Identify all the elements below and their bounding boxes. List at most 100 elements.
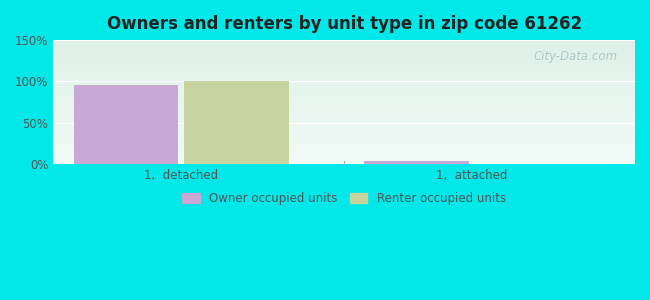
- Bar: [53, 69, 635, 70]
- Title: Owners and renters by unit type in zip code 61262: Owners and renters by unit type in zip c…: [107, 15, 582, 33]
- Bar: [53, 147, 635, 148]
- Bar: [53, 72, 635, 73]
- Bar: [53, 92, 635, 93]
- Bar: [53, 80, 635, 81]
- Bar: [53, 163, 635, 164]
- Bar: [53, 138, 635, 139]
- Bar: [53, 132, 635, 133]
- Bar: [53, 52, 635, 53]
- Bar: [53, 120, 635, 121]
- Bar: [53, 149, 635, 150]
- Bar: [184, 81, 289, 164]
- Bar: [53, 44, 635, 45]
- Bar: [53, 116, 635, 117]
- Bar: [53, 51, 635, 52]
- Bar: [53, 70, 635, 71]
- Bar: [53, 111, 635, 112]
- Bar: [53, 91, 635, 92]
- Bar: [53, 157, 635, 158]
- Bar: [53, 47, 635, 48]
- Bar: [73, 85, 178, 164]
- Bar: [53, 146, 635, 147]
- Bar: [53, 48, 635, 49]
- Bar: [53, 131, 635, 132]
- Bar: [53, 112, 635, 113]
- Bar: [53, 118, 635, 119]
- Bar: [53, 129, 635, 130]
- Bar: [53, 89, 635, 90]
- Bar: [53, 82, 635, 83]
- Bar: [53, 113, 635, 114]
- Bar: [53, 85, 635, 86]
- Bar: [53, 118, 635, 119]
- Bar: [53, 148, 635, 149]
- Bar: [53, 105, 635, 106]
- Bar: [53, 81, 635, 82]
- Bar: [53, 124, 635, 125]
- Legend: Owner occupied units, Renter occupied units: Owner occupied units, Renter occupied un…: [177, 188, 511, 210]
- Bar: [53, 106, 635, 107]
- Bar: [53, 134, 635, 135]
- Bar: [53, 159, 635, 160]
- Bar: [53, 73, 635, 74]
- Bar: [53, 160, 635, 161]
- Bar: [53, 84, 635, 85]
- Bar: [53, 142, 635, 143]
- Bar: [53, 68, 635, 69]
- Bar: [53, 114, 635, 115]
- Bar: [53, 141, 635, 142]
- Bar: [53, 110, 635, 111]
- Bar: [53, 67, 635, 68]
- Bar: [53, 102, 635, 103]
- Bar: [53, 121, 635, 122]
- Bar: [53, 86, 635, 87]
- Bar: [53, 153, 635, 154]
- Bar: [53, 98, 635, 99]
- Bar: [53, 60, 635, 61]
- Bar: [53, 41, 635, 42]
- Bar: [53, 49, 635, 50]
- Bar: [53, 119, 635, 120]
- Bar: [53, 93, 635, 94]
- Bar: [53, 100, 635, 101]
- Bar: [53, 65, 635, 66]
- Bar: [53, 151, 635, 152]
- Bar: [53, 135, 635, 136]
- Bar: [53, 54, 635, 55]
- Bar: [53, 79, 635, 80]
- Bar: [53, 128, 635, 129]
- Bar: [53, 46, 635, 47]
- Bar: [53, 59, 635, 60]
- Bar: [53, 94, 635, 95]
- Bar: [53, 126, 635, 127]
- Bar: [53, 88, 635, 89]
- Bar: [53, 115, 635, 116]
- Bar: [53, 125, 635, 126]
- Bar: [53, 64, 635, 65]
- Bar: [53, 76, 635, 77]
- Bar: [53, 96, 635, 97]
- Bar: [53, 95, 635, 96]
- Bar: [53, 158, 635, 159]
- Bar: [53, 139, 635, 140]
- Bar: [53, 66, 635, 67]
- Bar: [53, 137, 635, 138]
- Bar: [53, 150, 635, 151]
- Bar: [53, 108, 635, 109]
- Bar: [53, 133, 635, 134]
- Bar: [53, 74, 635, 75]
- Bar: [53, 152, 635, 153]
- Bar: [53, 87, 635, 88]
- Bar: [53, 71, 635, 72]
- Bar: [53, 50, 635, 51]
- Bar: [53, 97, 635, 98]
- Bar: [53, 155, 635, 156]
- Bar: [53, 83, 635, 84]
- Bar: [53, 140, 635, 141]
- Bar: [53, 99, 635, 100]
- Bar: [53, 62, 635, 63]
- Bar: [53, 107, 635, 108]
- Bar: [53, 145, 635, 146]
- Bar: [53, 90, 635, 91]
- Bar: [53, 63, 635, 64]
